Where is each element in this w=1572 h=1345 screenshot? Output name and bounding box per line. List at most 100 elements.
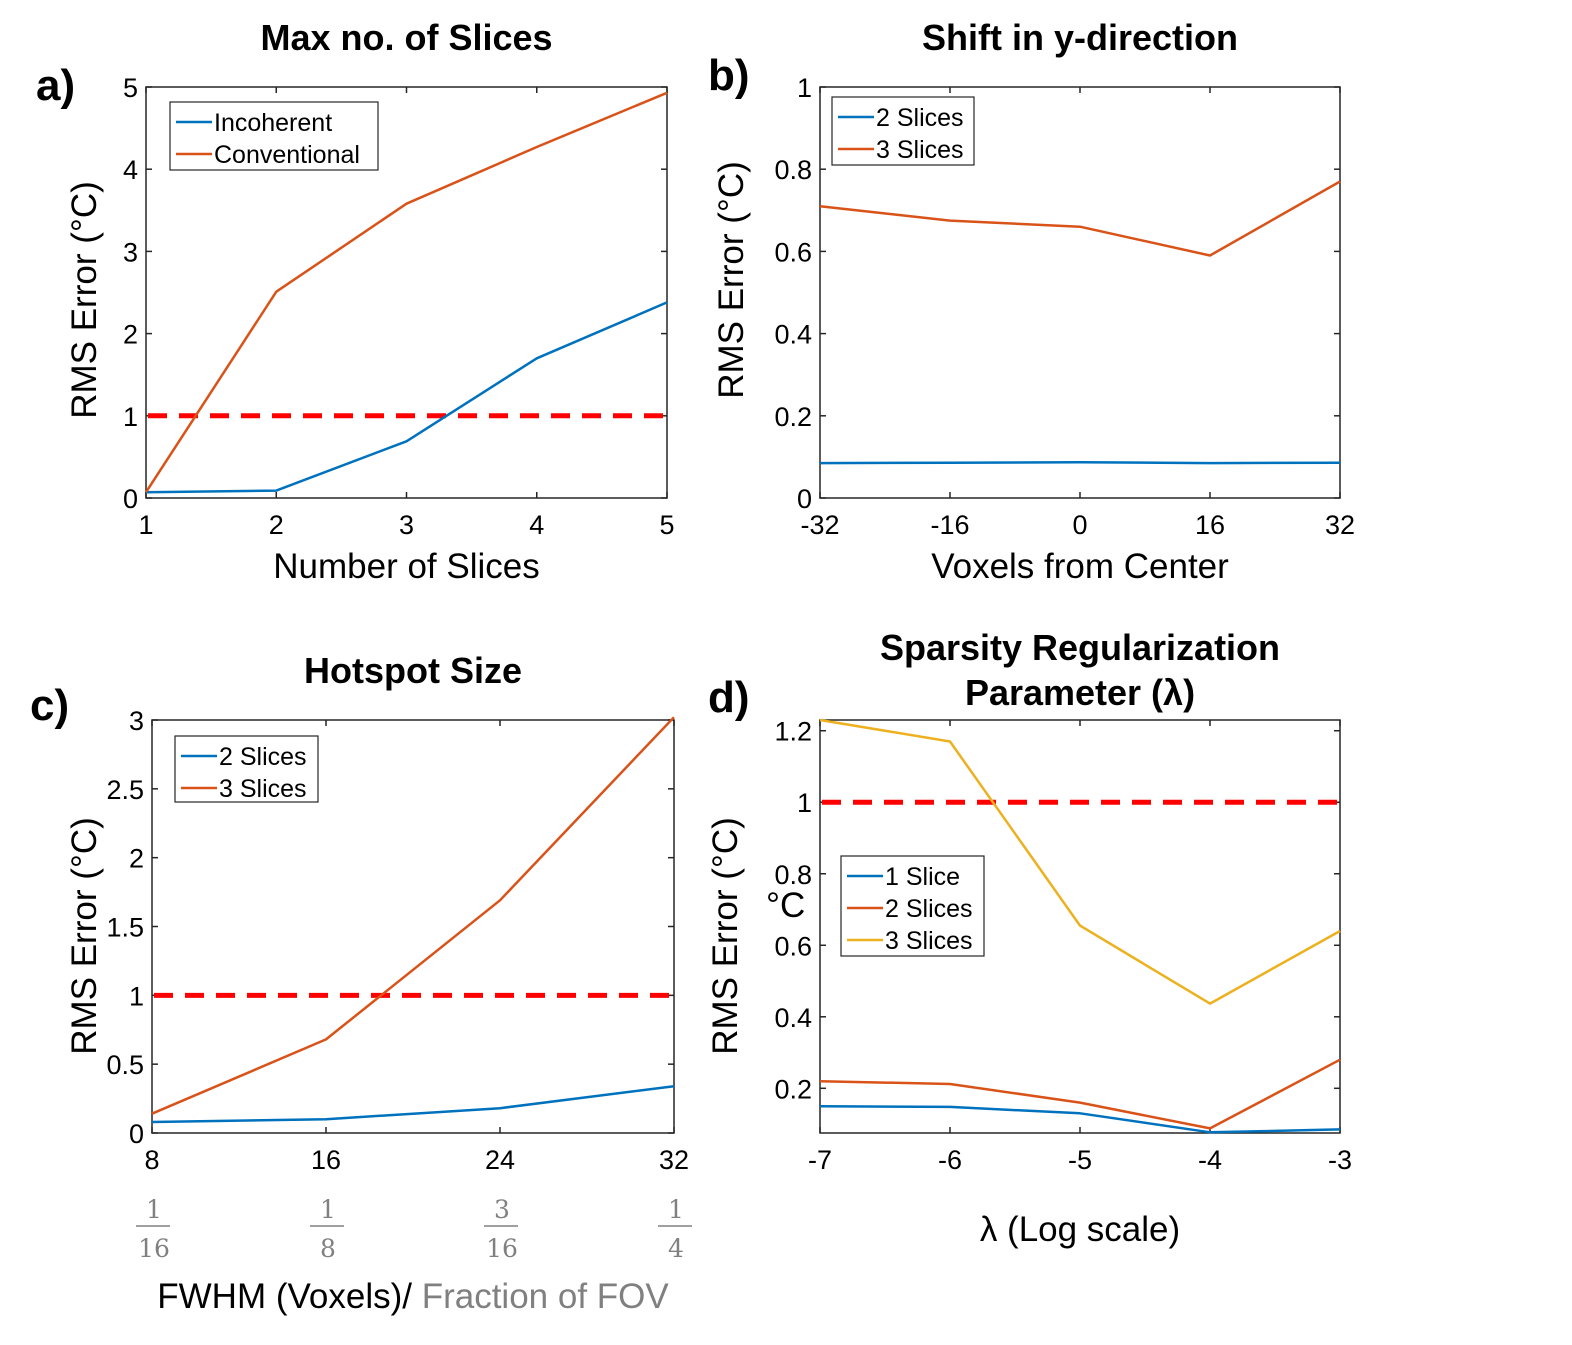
x-tick-label: -16 [930,510,969,540]
x-tick-label: -4 [1198,1145,1222,1175]
legend-entry: Conventional [214,141,360,169]
legend-box [169,101,379,171]
legend-entry: 3 Slices [885,927,973,955]
chart-title-line: Sparsity Regularization [880,627,1280,668]
fraction-numerator: 1 [320,1195,336,1224]
series-line-2 [819,1058,1341,1130]
x-tick-label: -3 [1328,1145,1352,1175]
y-tick-label: 3 [123,237,138,267]
y-tick-label: 5 [123,73,138,103]
y-tick-label: 2 [123,320,138,350]
panel-label: c) [30,681,69,730]
fraction-denominator: 8 [320,1234,336,1263]
series-line-1 [819,460,1341,465]
y-tick-label: 1.2 [774,717,812,747]
x-tick-label: 24 [485,1145,515,1175]
x-tick-label: 16 [1195,510,1225,540]
series-line-2 [151,716,675,1115]
fraction-denominator: 16 [138,1234,170,1263]
y-tick-label: 2 [129,844,144,874]
legend-entry: 2 Slices [219,743,307,771]
y-tick-label: 3 [129,706,144,736]
y-tick-label: 1 [797,73,812,103]
y-tick-label: 2.5 [106,775,144,805]
fraction-tick-label: 14 [658,1195,692,1263]
y-tick-label: 0.6 [774,931,812,961]
panel-label: b) [708,51,750,100]
chart-title: Hotspot Size [304,650,522,691]
fraction-tick-label: 18 [310,1195,344,1263]
y-tick-label: 0.8 [774,155,812,185]
x-tick-label: 32 [659,1145,689,1175]
x-tick-label: 4 [529,510,544,540]
x-tick-label: 32 [1325,510,1355,540]
panel-c: 8 16 24 32 0 0.5 1 1.5 2 2.5 3 2 Slices 3 Slices Hots… [30,650,692,1316]
legend-entry: 1 Slice [885,863,960,891]
fraction-denominator: 4 [668,1234,684,1263]
series-line-1 [819,1104,1341,1134]
x-tick-label: 5 [659,510,674,540]
x-tick-label: 16 [311,1145,341,1175]
y-tick-label: 1 [129,981,144,1011]
series-line-1 [151,1084,675,1124]
x-tick-label: 0 [1072,510,1087,540]
panel-d: -7 -6 -5 -4 -3 0.2 0.4 0.6 0.8 1 1.2 1 Slice 2 Slice… [706,627,1352,1249]
y-tick-label: 0.2 [774,402,812,432]
chart-title-line: Parameter (λ) [965,672,1195,713]
y-tick-label: 0 [129,1119,144,1149]
panel-label: d) [708,673,750,722]
series-line-1 [145,301,668,494]
legend: 2 Slices 3 Slices [831,96,975,166]
legend-box [831,96,975,166]
chart-title: Shift in y-direction [922,17,1238,58]
y-axis-label: RMS Error (°C) [712,161,751,399]
x-tick-label: 8 [144,1145,159,1175]
y-tick-label: 0.4 [774,320,812,350]
x-axis-label: Number of Slices [273,547,539,586]
legend: Incoherent Conventional [169,101,379,171]
y-axis-label: RMS Error (°C) [65,181,104,419]
x-tick-label: 1 [138,510,153,540]
legend-entry: 2 Slices [885,895,973,923]
fraction-numerator: 3 [494,1195,510,1224]
y-tick-label: 1 [797,788,812,818]
x-tick-label: 3 [399,510,414,540]
fraction-tick-label: 116 [136,1195,170,1263]
series-line-2 [819,180,1341,257]
series-line-2 [144,91,668,493]
x-tick-label: -32 [800,510,839,540]
fraction-numerator: 1 [668,1195,684,1224]
legend-entry: 3 Slices [876,136,964,164]
chart-title: Max no. of Slices [260,17,552,58]
y-tick-label: 1.5 [106,913,144,943]
x-tick-label: -5 [1068,1145,1092,1175]
legend-entry: Incoherent [214,109,332,137]
y-tick-label: 0.4 [774,1003,812,1033]
y-tick-label: 1 [123,402,138,432]
x-axis-label-fraction: Fraction of FOV [422,1277,670,1316]
x-axis-label: λ (Log scale) [980,1210,1180,1249]
legend-entry: 2 Slices [876,104,964,132]
x-tick-label: -7 [808,1145,832,1175]
y-axis-label: RMS Error (°C) [706,817,745,1055]
fraction-denominator: 16 [486,1234,518,1263]
y-tick-label: 0.5 [106,1050,144,1080]
legend-entry: 3 Slices [219,775,307,803]
x-tick-label: 2 [269,510,284,540]
legend: 1 Slice 2 Slices 3 Slices [840,855,985,957]
y-axis-label: RMS Error (°C) [65,817,104,1055]
legend: 2 Slices 3 Slices [174,735,319,803]
y-tick-label: 0 [797,484,812,514]
x-tick-label: -6 [938,1145,962,1175]
y-tick-label: 0.6 [774,237,812,267]
panel-b: -32 -16 0 16 32 0 0.2 0.4 0.6 0.8 1 2 Slices 3 Slice… [708,17,1355,586]
y-tick-label: 0 [123,484,138,514]
x-axis-label: FWHM (Voxels)/ Fraction of FOV [157,1277,669,1316]
fraction-numerator: 1 [146,1195,162,1224]
panel-label: a) [36,61,75,110]
series-line-3 [819,718,1341,1005]
y-tick-label: 0.2 [774,1074,812,1104]
fraction-tick-label: 316 [484,1195,518,1263]
